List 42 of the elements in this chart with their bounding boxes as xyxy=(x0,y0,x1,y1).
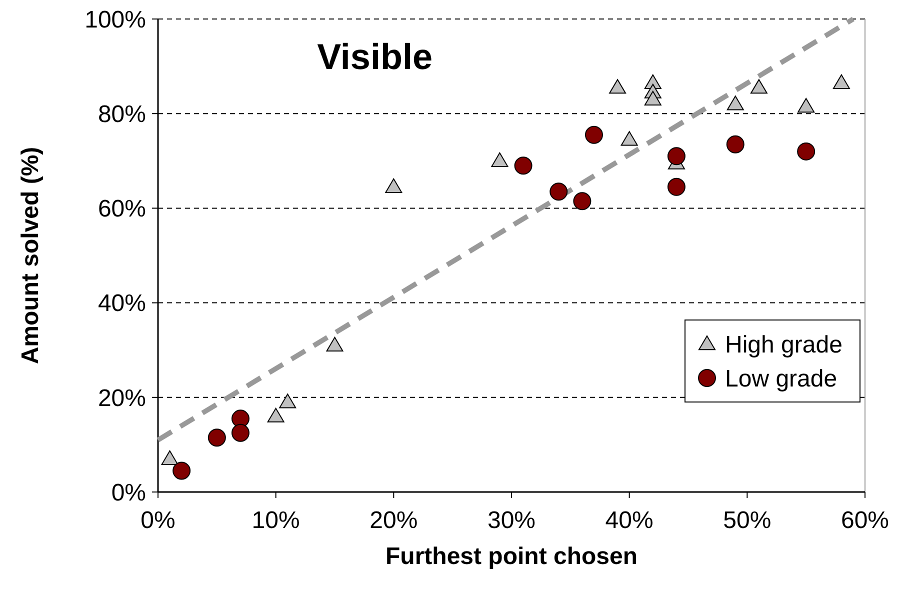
point xyxy=(667,147,686,166)
point xyxy=(798,98,815,113)
point xyxy=(550,182,568,201)
point xyxy=(326,336,344,352)
y-tick-label: 0% xyxy=(111,479,146,506)
y-tick-label: 100% xyxy=(84,6,146,34)
point xyxy=(797,142,816,160)
y-tick-label: 80% xyxy=(98,101,146,128)
x-tick-label: 20% xyxy=(370,507,418,534)
y-tick-label: 40% xyxy=(98,290,146,318)
x-tick-label: 60% xyxy=(840,507,890,534)
point xyxy=(161,450,178,465)
x-tick-label: 10% xyxy=(252,507,300,534)
text: Visible xyxy=(317,36,432,77)
point xyxy=(491,152,508,167)
point xyxy=(584,126,603,144)
point xyxy=(385,178,402,194)
point xyxy=(231,424,250,442)
point xyxy=(208,428,226,447)
point xyxy=(750,79,768,94)
legend-label: High grade xyxy=(725,331,842,358)
y-tick-label: 60% xyxy=(98,196,146,223)
point xyxy=(514,156,532,175)
point xyxy=(726,135,744,154)
point xyxy=(620,131,638,146)
x-tick-label: 0% xyxy=(140,507,176,534)
point xyxy=(279,394,296,408)
point xyxy=(644,90,662,106)
x-axis-title: Furthest point chosen xyxy=(386,543,638,570)
x-tick-label: 30% xyxy=(487,507,536,534)
legend-label: Low grade xyxy=(725,365,838,392)
point xyxy=(667,178,686,196)
point xyxy=(573,192,592,210)
point xyxy=(726,96,744,110)
point xyxy=(609,79,626,94)
point xyxy=(832,74,850,89)
point xyxy=(267,408,284,422)
y-tick-label: 20% xyxy=(98,384,146,412)
x-tick-label: 50% xyxy=(723,507,772,534)
y-axis-title: Amount solved (%) xyxy=(17,146,44,364)
point xyxy=(172,462,191,480)
x-tick-label: 40% xyxy=(605,507,654,534)
